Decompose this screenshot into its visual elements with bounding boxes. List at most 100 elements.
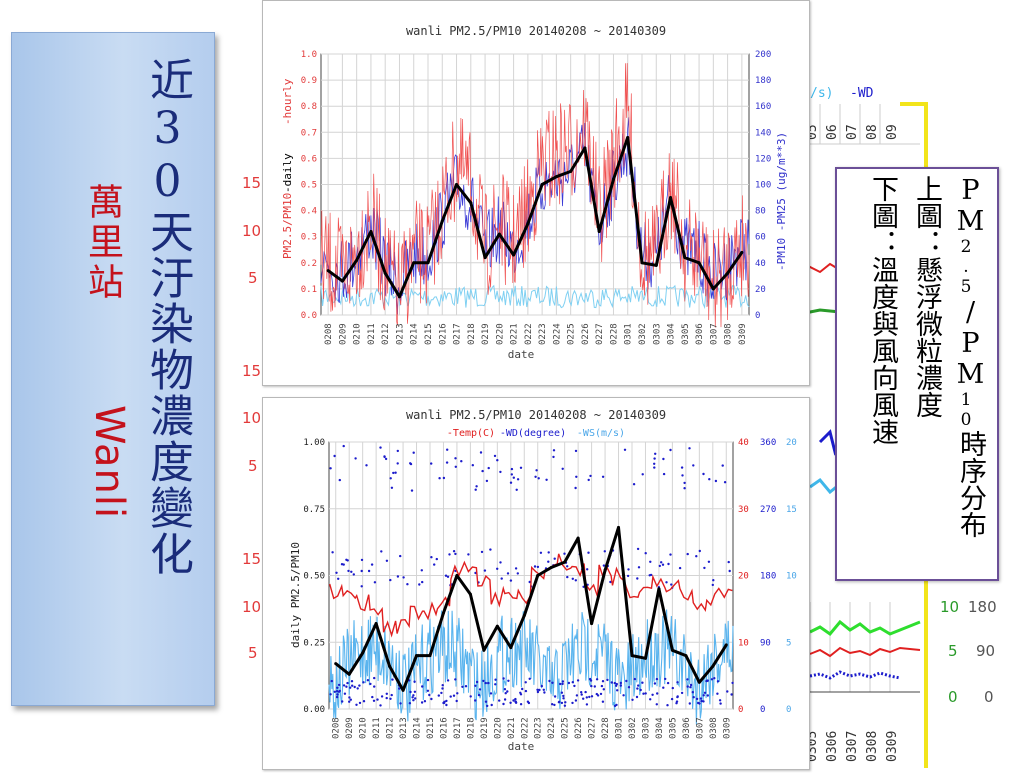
x-tick-label: 0223 [538,323,548,345]
daily-point [428,654,432,658]
bg-left-label: 15 [242,174,262,192]
daily-point [469,201,473,205]
wd-point [589,679,593,682]
x-tick-label: 0305 [681,323,691,345]
wd-point [553,703,556,707]
title-panel: 近30天汙染物濃度變化 萬里站 Wanli [11,32,215,706]
daily-point [326,269,330,273]
wd-point [719,702,722,705]
wd-point [347,569,350,573]
wd-point [421,685,424,688]
wd-point [335,571,338,574]
wd-point [430,697,433,701]
wd-point [609,580,612,584]
wd-point [486,704,489,708]
daily-point [522,614,526,618]
wd-point [675,700,679,703]
wd-point [445,703,448,707]
y-right-tick-label: 180 [755,76,771,86]
station-name-zh: 萬里站 [82,183,123,303]
bg-left-label: 10 [242,409,262,427]
y-right-tick-label: 120 [755,154,771,164]
wd-point [396,575,400,578]
wd-point [380,550,383,553]
bg-left-label: 10 [242,222,262,240]
wd-point [639,688,642,692]
daily-point [497,232,501,236]
x-tick-label: 0217 [453,717,463,739]
wd-point [632,483,636,486]
wd-point [653,462,656,465]
wd-point [503,698,507,701]
wd-point [692,696,695,699]
x-tick-label: 0220 [495,323,505,345]
chart-axes: 0208 0209 0210 0211 0212 0213 0214 0215 0216 0217… [303,438,797,739]
y-axis-label: PM2.5/PM10 [281,193,294,259]
y-right-tick-label: 5 [786,638,791,648]
bg-right-ws-label: 10 [940,598,960,616]
daily-point [590,622,594,626]
wd-point [503,688,507,691]
wd-point [329,467,332,470]
wd-point [728,569,731,573]
wd-point [474,684,477,687]
wd-point [420,569,423,572]
wd-point [402,576,405,579]
wd-point [551,681,554,684]
x-tick-label: 0208 [332,717,342,739]
svg-text:06: 06 [825,124,840,140]
bg-left-label: 10 [242,598,262,616]
wd-point [379,446,382,449]
caption-line-1: PM2.5/PM10時序分布 [955,175,986,538]
wd-point [703,566,706,570]
svg-text:0308: 0308 [865,731,880,762]
wd-point [519,703,523,706]
wd-point [516,478,520,481]
wd-point [716,680,720,683]
wd-point [670,583,673,586]
wd-point [543,691,546,694]
wd-point [366,679,370,682]
wd-point [348,700,351,703]
wd-point [351,684,354,687]
daily-point [643,656,647,660]
wd-point [585,696,588,699]
wd-point [441,687,444,690]
wd-point [479,451,483,454]
wd-point [641,681,644,684]
wd-point [586,568,589,571]
wd-point [615,684,618,687]
y-axis-hourly-label: -hourly [281,78,294,125]
wd-point [680,691,684,695]
wd-point [390,693,393,697]
daily-point [441,611,445,615]
wd-point [474,488,477,491]
wd-point [493,454,497,458]
wd-point [658,564,661,568]
caption-line-2: 上圖：懸浮微粒濃度 [911,175,942,418]
y-tick-label: 0.8 [301,102,317,112]
y-tick-label: 1.00 [303,438,325,448]
wd-point [731,681,734,685]
daily-point [383,271,387,275]
wd-point [552,449,556,452]
wd-point [576,679,580,682]
wd-point [455,699,458,703]
bg-left-label: 5 [248,269,258,287]
wd-point [563,704,567,707]
wd-point [718,699,722,702]
y-axis-daily-label: -daily [281,153,294,193]
wd-point [625,679,628,683]
y-right-tick-label: 20 [755,285,766,295]
wd-point [383,455,386,458]
x-tick-label: 0217 [453,323,463,345]
wd-point [723,481,727,484]
wd-point [399,554,402,558]
wd-point [514,697,517,701]
legend-temp: -Temp(C) [447,428,495,439]
svg-text:0306: 0306 [825,731,840,762]
x-axis-label: date [508,348,535,361]
daily-point [683,256,687,260]
daily-point [670,648,674,652]
wd-point [574,579,577,582]
